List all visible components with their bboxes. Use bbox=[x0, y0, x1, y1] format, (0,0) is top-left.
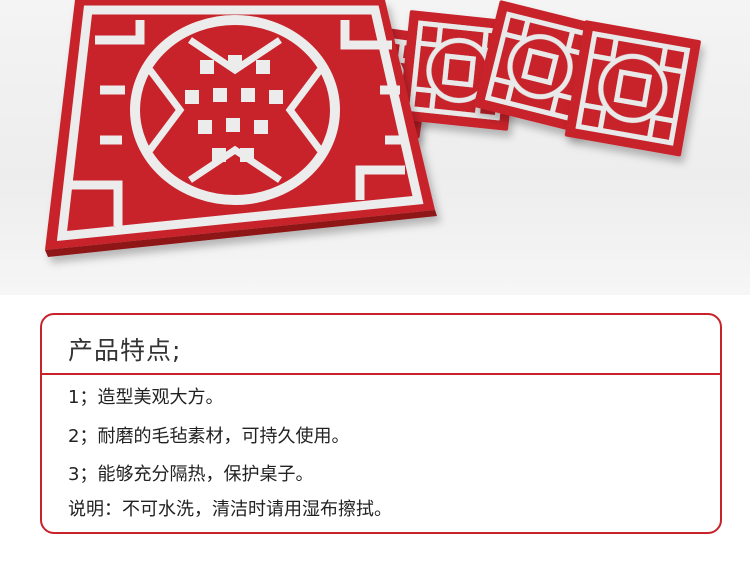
care-note: 说明：不可水洗，清洁时请用湿布擦拭。 bbox=[68, 499, 392, 520]
felt-coasters-illustration bbox=[45, 0, 701, 257]
product-photo bbox=[0, 0, 750, 295]
product-features-box: 产品特点; 1；造型美观大方。 2；耐磨的毛毡素材，可持久使用。 3；能够充分隔… bbox=[40, 313, 722, 534]
feature-item-2: 2；耐磨的毛毡素材，可持久使用。 bbox=[68, 426, 350, 447]
features-heading: 产品特点; bbox=[68, 336, 182, 365]
small-coaster-4 bbox=[564, 20, 701, 157]
feature-item-1: 1；造型美观大方。 bbox=[68, 387, 224, 408]
large-coaster bbox=[45, 0, 437, 257]
feature-item-3: 3；能够充分隔热，保护桌子。 bbox=[68, 464, 314, 485]
heading-divider bbox=[42, 373, 720, 375]
